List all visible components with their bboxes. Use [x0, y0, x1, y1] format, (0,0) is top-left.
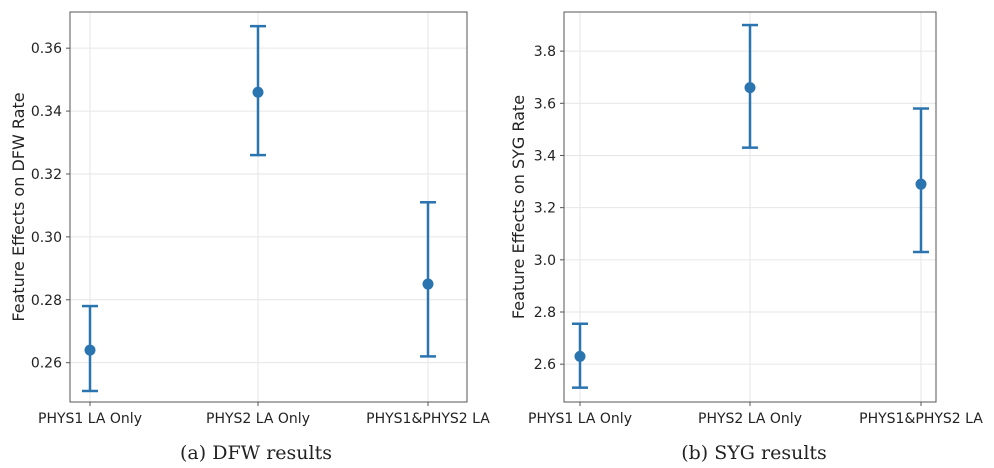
grid-dfw [70, 12, 467, 402]
y-tick-label: 0.34 [31, 104, 62, 120]
data-point [252, 86, 264, 98]
y-axis-label-syg: Feature Effects on SYG Rate [509, 95, 528, 319]
x-ticks-dfw: PHYS1 LA Only PHYS2 LA Only PHYS1&PHYS2 LA [38, 402, 490, 427]
y-tick-label: 0.30 [31, 230, 62, 246]
x-tick-label: PHYS1 LA Only [528, 411, 632, 427]
panel-dfw: 0.260.280.300.320.340.36 PHYS1 LA Only PH… [9, 11, 490, 464]
data-point [574, 350, 586, 362]
y-tick-label: 3.2 [534, 201, 556, 217]
x-tick-label: PHYS1&PHYS2 LA [859, 411, 983, 427]
y-tick-label: 3.8 [534, 44, 556, 60]
data-point [422, 278, 434, 290]
y-ticks-dfw: 0.26 0.28 0.30 0.32 0.34 0.36 [31, 41, 70, 372]
x-tick-label: PHYS1 LA Only [38, 411, 142, 427]
x-tick-label: PHYS1&PHYS2 LA [366, 411, 490, 427]
y-tick-label: 0.32 [31, 167, 62, 183]
panel-syg: 2.6 2.8 3.0 3.2 3.4 3.6 3.8 PHYS1 LA Only PHYS2… [509, 11, 983, 464]
y-ticks-syg: 2.6 2.8 3.0 3.2 3.4 3.6 3.8 [534, 44, 564, 373]
y-tick-label: 3.4 [534, 148, 556, 164]
data-point [744, 82, 756, 94]
x-tick-label: PHYS2 LA Only [206, 411, 310, 427]
caption-dfw: (a) DFW results [180, 442, 332, 464]
y-tick-label: 2.8 [534, 305, 556, 321]
y-tick-label: 0.36 [31, 41, 62, 57]
y-tick-label: 2.6 [534, 357, 556, 373]
errorbars-dfw [82, 24, 436, 393]
y-tick-label: 0.26 [31, 356, 62, 372]
data-point [84, 344, 96, 356]
y-tick-label: 3.6 [534, 96, 556, 112]
caption-syg: (b) SYG results [681, 442, 827, 464]
errorbars-syg [572, 23, 929, 389]
y-tick-label: 0.28 [31, 293, 62, 309]
y-tick-label: 3.0 [534, 253, 556, 269]
x-ticks-syg: PHYS1 LA Only PHYS2 LA Only PHYS1&PHYS2 LA [528, 402, 983, 427]
x-tick-label: PHYS2 LA Only [698, 411, 802, 427]
y-axis-label-dfw: Feature Effects on DFW Rate [9, 92, 28, 321]
data-point [915, 178, 927, 190]
plot-frame-dfw [69, 11, 468, 403]
plot-frame-syg [563, 11, 937, 403]
